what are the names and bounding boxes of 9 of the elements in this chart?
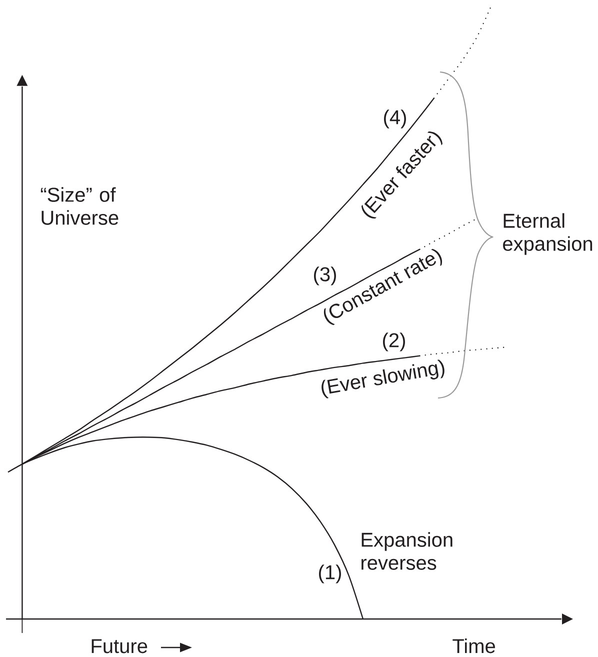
x-axis-title: Time: [452, 638, 496, 654]
series-label: (4): [384, 110, 406, 128]
y-axis-title: “Size” of Universe: [40, 187, 118, 225]
annotation: Expansion reverses: [362, 532, 452, 570]
series-label: (2): [383, 332, 405, 352]
text: Future: [92, 639, 148, 654]
annotation: (Ever slowing): [322, 360, 444, 398]
series-label: (1): [319, 564, 341, 584]
annotation: Eternal expansion: [503, 213, 592, 255]
